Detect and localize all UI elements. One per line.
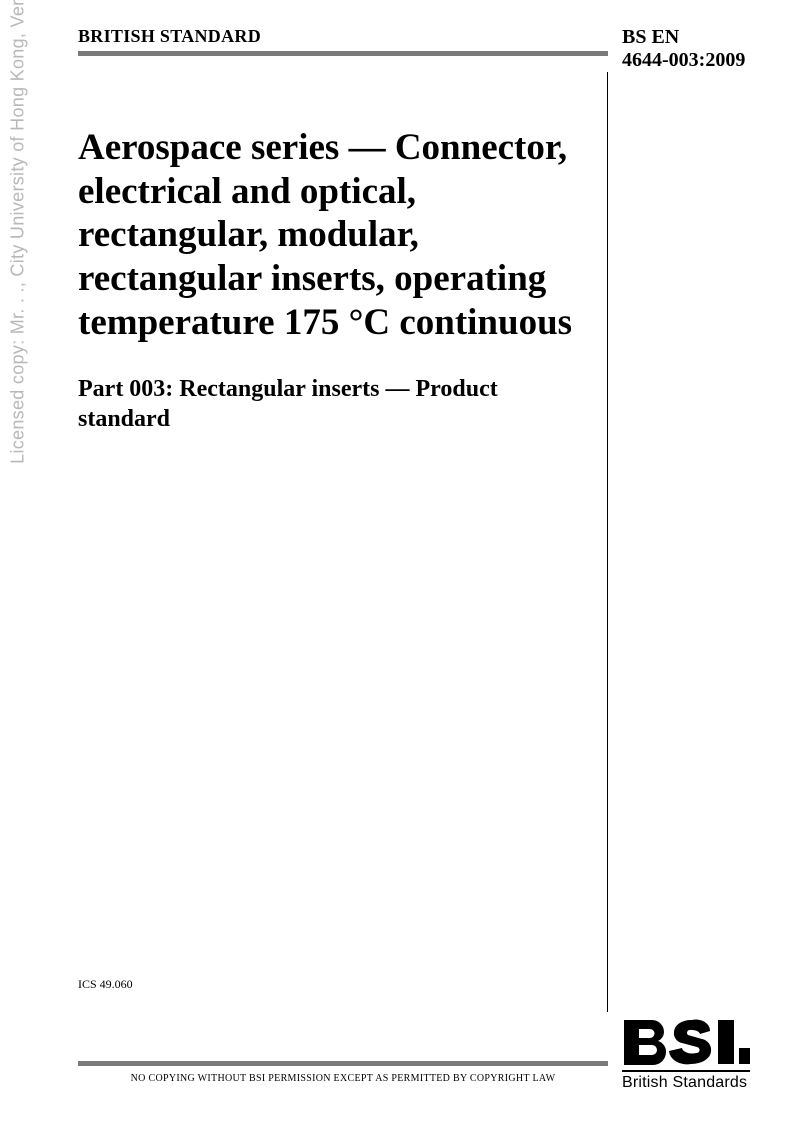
header-right: BS EN 4644-003:2009 [608, 26, 750, 72]
standard-label: BRITISH STANDARD [78, 26, 608, 47]
copyright-footer: NO COPYING WITHOUT BSI PERMISSION EXCEPT… [78, 1073, 608, 1084]
document-subtitle: Part 003: Rectangular inserts — Product … [78, 374, 589, 434]
header-left: BRITISH STANDARD [78, 26, 608, 56]
document-id: BS EN 4644-003:2009 [622, 26, 750, 72]
header-rule [78, 51, 608, 56]
header-row: BRITISH STANDARD BS EN 4644-003:2009 [78, 26, 750, 72]
right-column [608, 72, 750, 1012]
logo-text: British Standards [622, 1074, 750, 1092]
doc-id-line2: 4644-003:2009 [622, 49, 745, 71]
footer-rule [78, 1061, 608, 1066]
page-content: BRITISH STANDARD BS EN 4644-003:2009 Aer… [78, 26, 750, 1092]
document-title: Aerospace series — Connector, electrical… [78, 126, 589, 344]
main-columns: Aerospace series — Connector, electrical… [78, 72, 750, 1012]
logo-rule [622, 1070, 750, 1072]
bsi-logo-block: British Standards [622, 1018, 750, 1092]
bsi-logo-icon [622, 1018, 750, 1066]
doc-id-line1: BS EN [622, 26, 679, 48]
ics-code: ICS 49.060 [78, 977, 589, 992]
left-column: Aerospace series — Connector, electrical… [78, 72, 608, 1012]
license-watermark: Licensed copy: Mr. . ., City University … [8, 0, 29, 577]
